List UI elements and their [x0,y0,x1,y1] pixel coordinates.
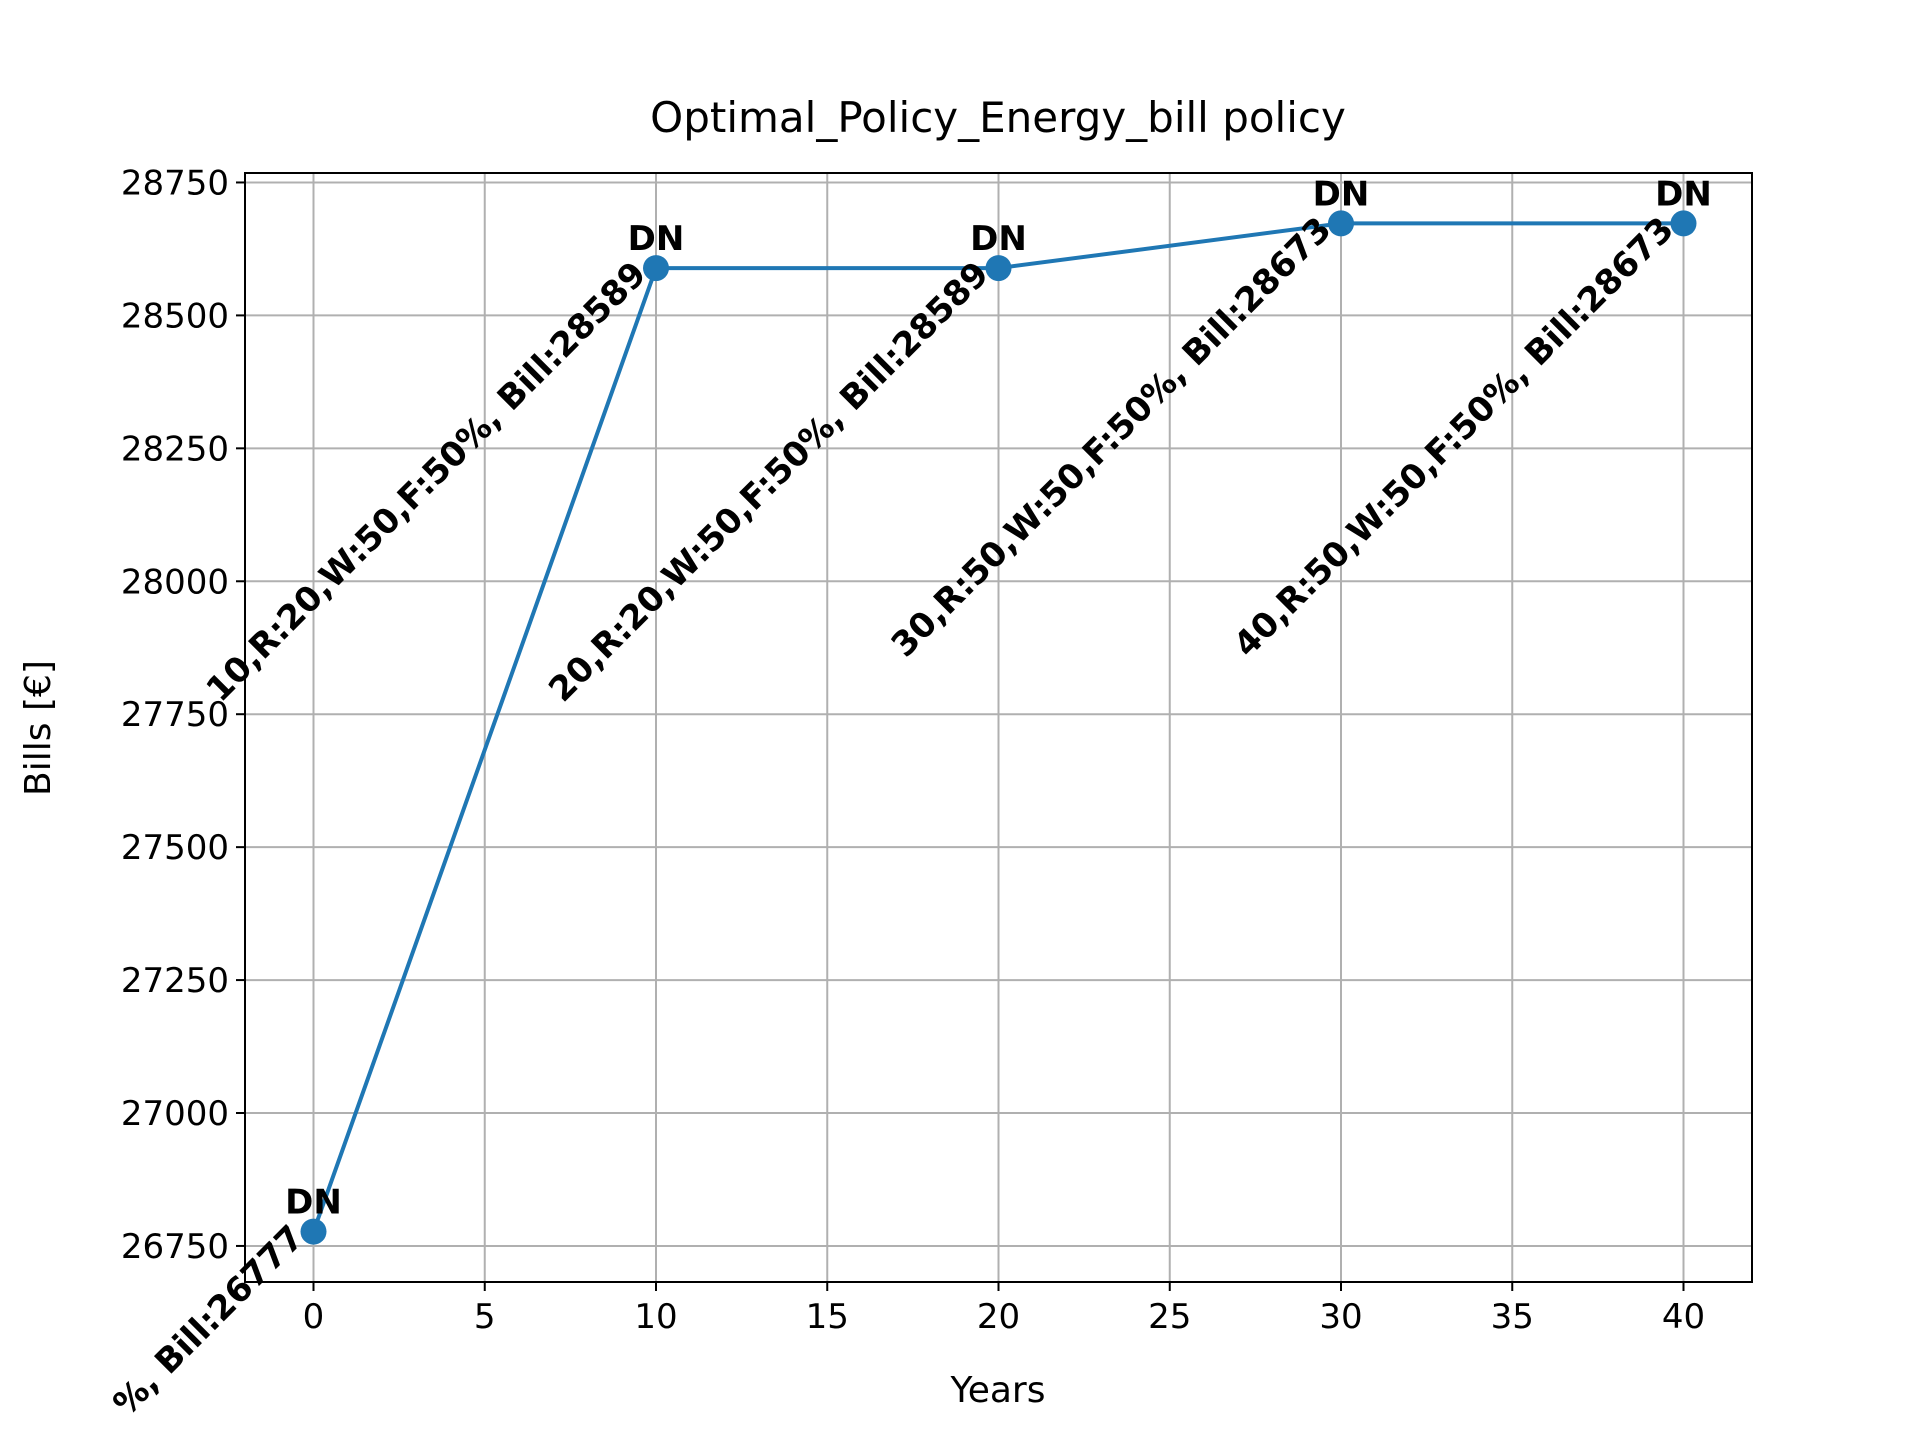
y-tick-label: 28500 [121,296,229,336]
plot-frame [244,172,1753,1283]
y-tick-label: 27750 [121,695,229,735]
x-tick-label: 25 [1148,1297,1191,1337]
x-tick-label: 40 [1662,1297,1705,1337]
point-label: DN [628,219,685,259]
marker [643,255,669,282]
y-tick-label: 26750 [121,1227,229,1267]
y-axis-label: Bills [€] [18,660,59,796]
x-tick-label: 0 [303,1297,325,1337]
x-axis-label: Years [950,1370,1046,1411]
chart-title: Optimal_Policy_Energy_bill policy [650,93,1346,142]
y-tick-label: 28000 [121,562,229,602]
y-tick-label: 28750 [121,163,229,203]
marker [1670,210,1697,237]
x-tick-label: 15 [806,1297,849,1337]
y-tick-label: 27000 [121,1094,229,1134]
point-label: DN [285,1183,342,1223]
x-tick-label: 30 [1319,1297,1362,1337]
point-label: DN [1313,174,1370,214]
marker [300,1218,327,1245]
x-tick-label: 20 [977,1297,1020,1337]
x-tick-label: 5 [474,1297,496,1337]
point-label: DN [970,219,1027,259]
y-tick-label: 27250 [121,961,229,1001]
y-tick-label: 27500 [121,828,229,868]
x-tick-label: 10 [634,1297,677,1337]
point-label: DN [1655,174,1712,214]
marker [985,255,1012,282]
y-tick-label: 28250 [121,429,229,469]
marker [1328,210,1354,237]
x-tick-label: 35 [1491,1297,1534,1337]
